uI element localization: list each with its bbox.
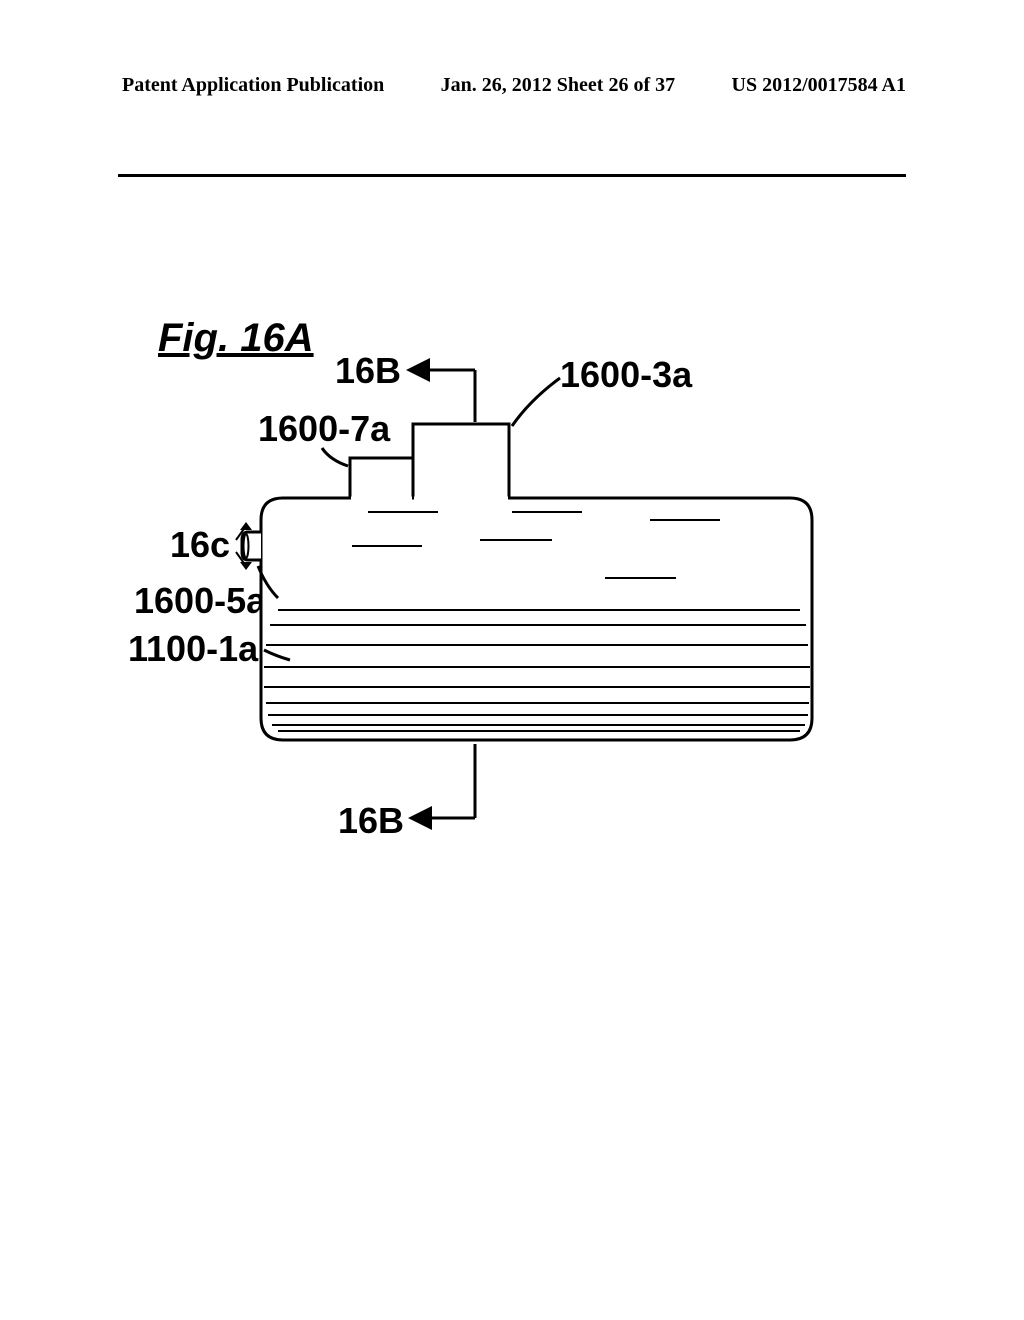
- section-arrow-bottom: [408, 806, 432, 830]
- leader-1600-7a: [322, 448, 348, 466]
- top-box-large: [413, 424, 509, 498]
- section-arrow-top: [406, 358, 430, 382]
- figure-svg: [0, 0, 1024, 1320]
- figure-16a: Fig. 16A 16B 1600-3a 1600-7a 16c 1600-5a…: [0, 0, 1024, 1320]
- leader-1600-3a: [512, 378, 560, 426]
- top-box-small: [350, 458, 413, 498]
